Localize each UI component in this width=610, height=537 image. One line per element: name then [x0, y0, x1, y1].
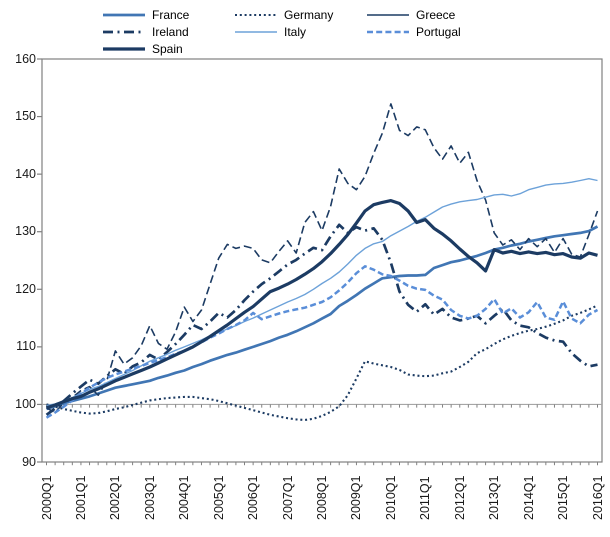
legend-label: Ireland — [152, 25, 189, 39]
chart-legend: France Germany Greece Ireland Italy Portugal S… — [0, 0, 610, 58]
x-axis-label: 2000Q1 — [39, 475, 54, 520]
x-axis-label: 2015Q1 — [556, 475, 571, 520]
y-axis-label: 120 — [15, 281, 36, 296]
portugal-line-swatch-icon — [367, 30, 409, 34]
x-axis-label: 2010Q1 — [383, 475, 398, 520]
y-axis-label: 110 — [16, 339, 36, 354]
legend-item-spain: Spain — [102, 41, 183, 57]
y-axis-label: 100 — [15, 396, 36, 411]
x-axis-label: 2007Q1 — [280, 475, 295, 520]
x-axis-label: 2003Q1 — [142, 475, 157, 520]
x-axis-label: 2005Q1 — [211, 475, 226, 520]
x-axis-label: 2014Q1 — [521, 475, 536, 520]
legend-label: Portugal — [416, 25, 461, 39]
legend-label: Italy — [284, 25, 307, 39]
legend-item-greece: Greece — [366, 7, 455, 23]
france-line-swatch-icon — [103, 13, 145, 17]
legend-item-ireland: Ireland — [102, 24, 189, 40]
italy-line — [46, 177, 598, 407]
legend-label: Greece — [416, 8, 456, 22]
x-axis-label: 2004Q1 — [177, 475, 192, 520]
y-axis-label: 160 — [15, 51, 36, 66]
greece-line — [46, 103, 599, 414]
y-axis-label: 90 — [22, 454, 36, 469]
portugal-line — [45, 265, 599, 419]
x-axis-label: 2008Q1 — [315, 475, 329, 520]
legend-item-portugal: Portugal — [366, 24, 461, 40]
greece-line-swatch-icon — [367, 14, 409, 16]
legend-label: France — [152, 8, 190, 22]
x-axis-label: 2006Q1 — [246, 475, 261, 520]
spain-line-swatch-icon — [103, 47, 145, 51]
x-axis-label: 2009Q1 — [349, 475, 364, 520]
legend-label: Spain — [152, 42, 183, 56]
italy-line-swatch-icon — [235, 31, 277, 33]
x-axis-label: 2002Q1 — [108, 475, 123, 520]
x-axis-label: 2011Q1 — [418, 476, 433, 520]
legend-item-germany: Germany — [234, 7, 333, 23]
x-axis-label: 2016Q1 — [590, 475, 605, 520]
legend-item-italy: Italy — [234, 24, 306, 40]
x-axis-label: 2012Q1 — [452, 475, 467, 520]
spain-line — [45, 199, 598, 410]
legend-label: Germany — [284, 8, 334, 22]
germany-line-swatch-icon — [235, 13, 277, 17]
x-axis-label: 2001Q1 — [73, 475, 88, 520]
y-axis-label: 140 — [15, 166, 36, 181]
y-axis-label: 150 — [15, 109, 36, 124]
x-axis-label: 2013Q1 — [487, 475, 502, 520]
legend-item-france: France — [102, 7, 189, 23]
ireland-line-swatch-icon — [103, 30, 145, 34]
france-line — [46, 225, 599, 411]
y-axis-label: 130 — [15, 224, 36, 239]
